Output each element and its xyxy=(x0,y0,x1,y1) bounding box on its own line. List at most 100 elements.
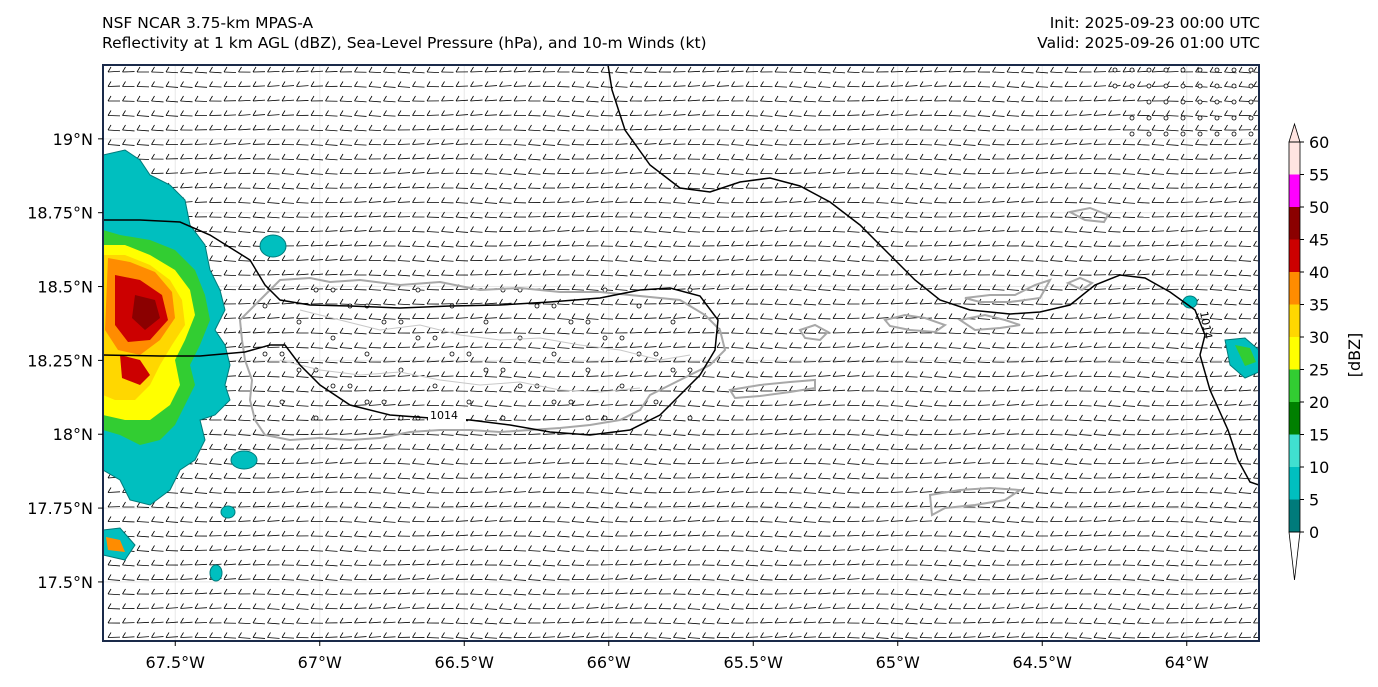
wind-barb xyxy=(716,617,730,624)
wind-barb xyxy=(426,545,440,551)
wind-barb xyxy=(194,139,208,145)
wind-barb xyxy=(1021,385,1034,392)
wind-barb xyxy=(615,472,628,480)
wind-barb xyxy=(1151,255,1165,261)
wind-barb xyxy=(760,139,773,146)
wind-barb xyxy=(1064,197,1078,204)
wind-barb xyxy=(1079,66,1092,73)
wind-barb xyxy=(818,226,831,232)
wind-barb xyxy=(745,574,759,581)
wind-barb xyxy=(1209,182,1223,189)
wind-barb xyxy=(1064,240,1078,248)
wind-barb xyxy=(412,603,425,609)
wind-barb xyxy=(586,516,599,523)
wind-barb xyxy=(644,269,657,277)
wind-barb xyxy=(1035,139,1049,145)
wind-barb xyxy=(223,95,237,102)
wind-barb xyxy=(209,458,222,465)
wind-barb xyxy=(1035,327,1049,334)
wind-barb xyxy=(1166,168,1179,175)
wind-barb xyxy=(919,356,933,364)
wind-barb xyxy=(223,197,237,204)
wind-barb xyxy=(644,516,657,522)
wind-barb xyxy=(1064,95,1078,102)
wind-barb xyxy=(1079,530,1092,537)
wind-barb xyxy=(528,501,541,508)
wind-barb xyxy=(1064,356,1078,363)
wind-barb xyxy=(861,632,875,639)
wind-barb xyxy=(499,168,512,175)
wind-barb xyxy=(615,255,628,262)
wind-barb xyxy=(658,226,672,233)
wind-barb xyxy=(992,110,1005,117)
wind-barb xyxy=(716,530,730,537)
wind-barb xyxy=(1180,516,1194,523)
wind-barb xyxy=(513,385,527,393)
wind-barb xyxy=(876,429,889,436)
calm-wind-circle xyxy=(568,319,574,325)
wind-barb xyxy=(1035,81,1049,88)
wind-barb xyxy=(992,211,1005,218)
wind-barb xyxy=(426,139,440,145)
wind-barb xyxy=(180,559,193,566)
wind-barb xyxy=(745,182,759,189)
wind-barb xyxy=(426,124,440,131)
wind-barb xyxy=(267,168,280,175)
wind-barb xyxy=(615,458,628,465)
colorbar-tick-label: 35 xyxy=(1309,296,1329,315)
wind-barb xyxy=(455,197,469,204)
wind-barb xyxy=(629,124,643,131)
wind-barb xyxy=(310,211,324,218)
wind-barb xyxy=(455,400,469,407)
wind-barb xyxy=(847,414,860,421)
wind-barb xyxy=(760,211,773,218)
wind-barb xyxy=(905,501,918,508)
wind-barb xyxy=(107,487,121,493)
wind-barb xyxy=(1093,429,1107,436)
wind-barb xyxy=(905,211,918,219)
wind-barb xyxy=(1021,414,1034,421)
wind-barb xyxy=(1137,284,1150,290)
wind-barb xyxy=(1050,603,1063,609)
wind-barb xyxy=(238,95,251,102)
wind-barb xyxy=(557,516,570,523)
wind-barb xyxy=(702,385,715,393)
wind-barb xyxy=(934,545,947,552)
wind-barb xyxy=(1079,603,1092,610)
wind-barb xyxy=(876,110,889,116)
wind-barb xyxy=(180,588,193,595)
wind-barb xyxy=(919,139,933,146)
wind-barb xyxy=(325,255,338,261)
colorbar-tick-label: 10 xyxy=(1309,458,1329,477)
wind-barb xyxy=(847,429,860,436)
wind-barb xyxy=(586,168,599,174)
wind-barb xyxy=(905,95,918,102)
wind-barb xyxy=(1035,559,1049,566)
wind-barb xyxy=(948,371,962,378)
wind-barb xyxy=(586,530,599,538)
wind-barb xyxy=(1253,632,1259,638)
wind-barb xyxy=(832,182,846,189)
wind-barb xyxy=(238,284,251,290)
wind-barb xyxy=(296,81,309,87)
wind-barb xyxy=(528,356,541,364)
wind-barb xyxy=(716,269,730,276)
wind-barb xyxy=(745,530,759,538)
wind-barb xyxy=(934,255,947,261)
wind-barb xyxy=(1224,197,1237,203)
wind-barb xyxy=(209,182,222,189)
wind-barb xyxy=(296,559,309,567)
wind-barb xyxy=(354,95,367,103)
wind-barb xyxy=(499,487,512,493)
wind-barb xyxy=(716,139,730,146)
wind-barb xyxy=(890,153,904,160)
wind-barb xyxy=(1238,298,1252,306)
wind-barb xyxy=(934,443,947,450)
wind-barb xyxy=(455,110,469,116)
wind-barb xyxy=(499,197,512,204)
wind-barb xyxy=(252,81,266,87)
wind-barb xyxy=(1195,168,1208,174)
wind-barb xyxy=(716,342,730,349)
wind-barb xyxy=(1166,298,1179,305)
wind-barb xyxy=(368,298,382,306)
